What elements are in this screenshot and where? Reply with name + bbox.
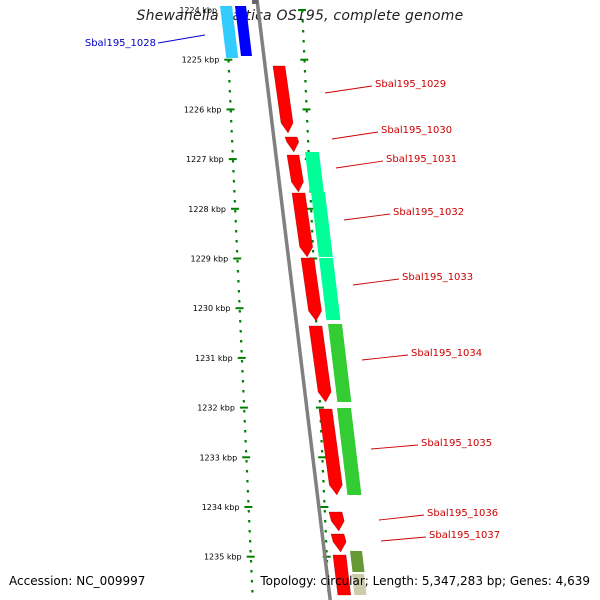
gene-label-sbal195_1032[interactable]: Sbal195_1032 [393,207,464,218]
feature-block-green [328,324,352,402]
feature-block-green [337,408,362,495]
cds-arrow-1034 [308,325,332,403]
gene-leader-line [324,85,373,94]
gene-leader-line [370,444,419,450]
gene-leader-line [378,514,425,521]
gene-leader-line [361,354,409,361]
gene-label-sbal195_1036[interactable]: Sbal195_1036 [427,508,498,519]
cds-arrow-next [332,554,351,596]
cds-arrow-1035 [318,408,343,496]
tick-label: 1230 kbp [193,304,231,313]
gene-label-sbal195_1029[interactable]: Sbal195_1029 [375,79,446,90]
gene-label-sbal195_1037[interactable]: Sbal195_1037 [429,530,500,541]
tick-label: 1225 kbp [182,56,220,65]
gene-labels: Sbal195_1028 Sbal195_1029 Sbal195_1030 Sbal… [85,34,500,542]
gene-leader-line [331,131,379,140]
gene-label-sbal195_1030[interactable]: Sbal195_1030 [381,125,452,136]
feature-block-teal [311,192,333,257]
cds-arrow-1032 [291,192,313,258]
tick-label: 1235 kbp [204,553,242,562]
genome-backbone [255,0,332,600]
gene-leader-line [343,213,391,221]
tick-label: 1227 kbp [186,155,224,164]
tick-label: 1224 kbp [179,6,217,15]
gene-leader-line [380,536,427,542]
feature-block-teal [305,152,324,192]
backbone [255,0,332,600]
gene-leader-line [352,278,400,286]
gene-leader-line [335,160,384,169]
feature-blocks [220,0,367,596]
feature-block-pale [352,574,367,595]
cds-arrow-1033 [300,257,322,322]
gene-label-sbal195_1028[interactable]: Sbal195_1028 [85,38,156,49]
gene-leader-line [157,34,206,44]
tick-label: 1232 kbp [197,404,235,413]
cds-arrow-1037 [330,533,347,553]
feature-block-teal [319,258,341,320]
gene-label-sbal195_1031[interactable]: Sbal195_1031 [386,154,457,165]
cds-arrow-1029 [272,65,294,134]
cds-arrow-1036 [328,511,345,532]
tick-label: 1229 kbp [191,255,229,264]
cds-block-cyan [220,6,239,58]
gene-label-sbal195_1033[interactable]: Sbal195_1033 [402,272,473,283]
gene-label-sbal195_1034[interactable]: Sbal195_1034 [411,348,482,359]
backbone-marker [252,0,258,4]
cds-arrow-1030 [284,136,299,153]
genome-summary: Topology: circular; Length: 5,347,283 bp… [260,574,590,588]
tick-label: 1231 kbp [195,354,233,363]
cds-arrow-1031 [286,154,304,193]
tick-label: 1234 kbp [202,503,240,512]
feature-block-olive [350,551,365,572]
gene-label-sbal195_1035[interactable]: Sbal195_1035 [421,438,492,449]
tick-label: 1226 kbp [184,105,222,114]
accession-label: Accession: NC_009997 [9,574,146,588]
map-title: Shewanella baltica OS195, complete genom… [136,8,464,24]
cds-block-blue [235,6,252,56]
tick-label: 1233 kbp [199,453,237,462]
tick-label: 1228 kbp [188,205,226,214]
